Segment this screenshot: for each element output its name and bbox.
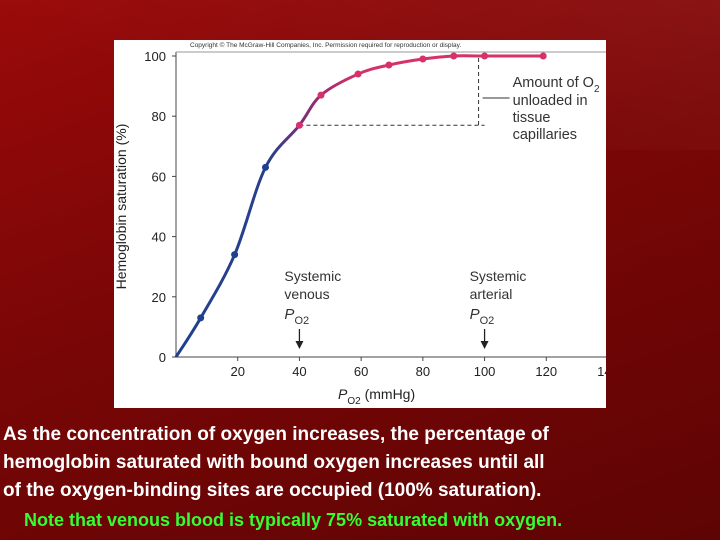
venous-note: Note that venous blood is typically 75% … [24, 510, 563, 530]
data-point [419, 55, 427, 63]
data-point [385, 61, 393, 69]
y-tick-label: 40 [152, 230, 166, 245]
x-tick-label: 120 [535, 364, 557, 379]
data-point [354, 70, 362, 78]
x-tick-label: 20 [230, 364, 244, 379]
unloaded-label-line-3: tissue [513, 110, 551, 126]
venous-label-line-2: venous [284, 286, 329, 302]
caption-line-3: of the oxygen-binding sites are occupied… [3, 480, 542, 501]
oxygen-dissociation-chart: 0 20 40 60 80 100 20 40 60 80 100 120 140 Hemoglobin … [114, 49, 606, 407]
y-tick-label: 100 [144, 49, 166, 64]
arterial-arrow-head [480, 341, 489, 349]
caption-line-1: As the concentration of oxygen increases… [3, 424, 549, 445]
arterial-label-line-2: arterial [470, 286, 513, 302]
figure-panel: Copyright © The McGraw-Hill Companies, I… [114, 40, 606, 408]
x-tick-label: 80 [416, 364, 430, 379]
data-point [481, 52, 489, 60]
data-point [231, 251, 239, 259]
venous-po2-label: PO2 [284, 306, 309, 327]
y-axis-label: Hemoglobin saturation (%) [114, 124, 129, 290]
saturation-curve [174, 54, 544, 358]
caption-line-2: hemoglobin saturated with bound oxygen i… [3, 452, 545, 473]
data-point [295, 121, 303, 129]
caption: As the concentration of oxygen increases… [3, 421, 715, 505]
data-point [261, 163, 269, 171]
venous-label-line-1: Systemic [284, 268, 341, 284]
annotations: Systemic venous PO2 Systemic arterial PO2 Amou… [284, 55, 600, 349]
y-tick-label: 80 [152, 109, 166, 124]
data-point [539, 52, 547, 60]
x-tick-label: 140 [597, 364, 606, 379]
unloaded-label-line-1: Amount of O2 [513, 75, 600, 95]
y-tick-label: 0 [159, 350, 166, 365]
y-tick-label: 20 [152, 290, 166, 305]
x-axis-label: PO2 (mmHg) [338, 386, 415, 407]
data-point [450, 52, 458, 60]
axes: 0 20 40 60 80 100 20 40 60 80 100 120 140 Hemoglobin … [114, 49, 606, 407]
unloaded-label-line-4: capillaries [513, 127, 577, 143]
copyright-notice: Copyright © The McGraw-Hill Companies, I… [190, 42, 462, 49]
x-tick-label: 100 [474, 364, 496, 379]
data-point [197, 314, 205, 322]
arterial-label-line-1: Systemic [470, 268, 527, 284]
x-tick-label: 60 [354, 364, 368, 379]
data-point [317, 91, 325, 99]
arterial-po2-label: PO2 [470, 306, 495, 327]
x-tick-label: 40 [292, 364, 306, 379]
y-tick-label: 60 [152, 169, 166, 184]
venous-arrow-head [295, 341, 304, 349]
unloaded-label-line-2: unloaded in [513, 93, 588, 109]
data-points [197, 52, 547, 322]
